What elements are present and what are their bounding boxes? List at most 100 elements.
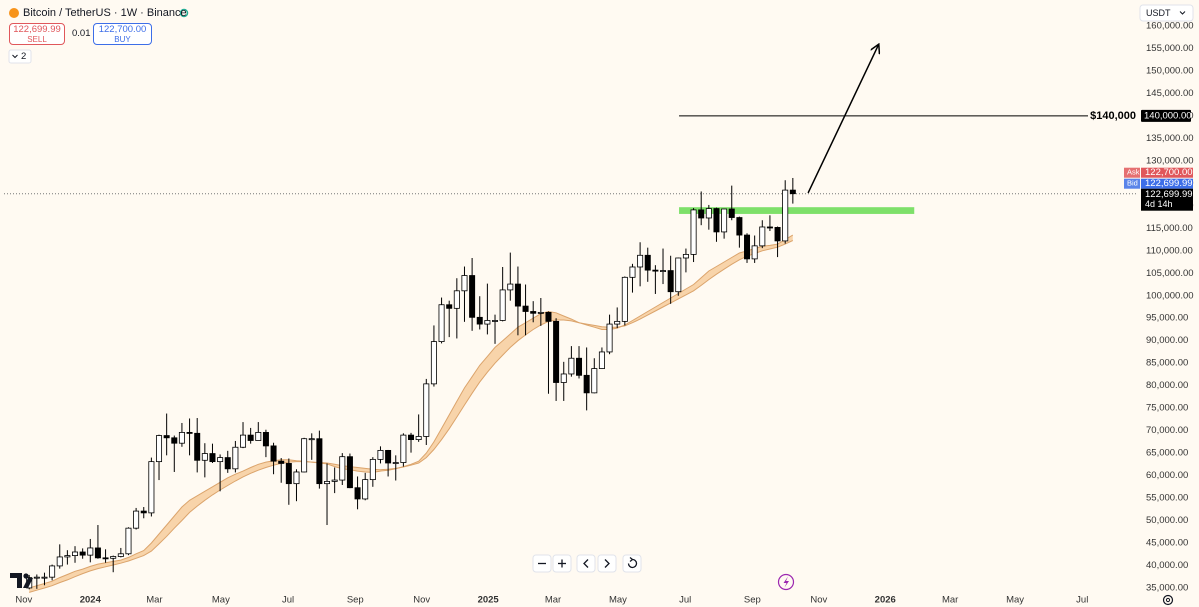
candle-body bbox=[629, 266, 636, 278]
candle-body bbox=[782, 189, 789, 242]
candle-body bbox=[598, 351, 605, 369]
settings-icon[interactable] bbox=[1162, 594, 1174, 606]
buy-price: 122,700.00 bbox=[98, 24, 147, 35]
y-tick-label: 65,000.00 bbox=[1146, 448, 1188, 459]
scroll-left-button[interactable] bbox=[576, 554, 596, 573]
candle-body bbox=[728, 208, 735, 218]
candle-body bbox=[415, 436, 422, 441]
candle-body bbox=[209, 453, 216, 463]
candle-body bbox=[423, 383, 430, 437]
candle-body bbox=[591, 368, 598, 394]
sell-button[interactable]: 122,699.99 SELL bbox=[9, 23, 65, 45]
candle-body bbox=[247, 434, 254, 441]
zoom-out-button[interactable] bbox=[532, 554, 552, 573]
candle-body bbox=[125, 527, 132, 555]
candle-body bbox=[461, 275, 468, 292]
sell-label: SELL bbox=[27, 35, 47, 44]
candle-body bbox=[316, 438, 323, 485]
candle-body bbox=[64, 555, 71, 558]
x-tick-label: Jul bbox=[679, 595, 691, 606]
candle-body bbox=[346, 456, 353, 489]
ma-ribbon-fill bbox=[29, 235, 793, 593]
x-tick-label: Jul bbox=[282, 595, 294, 606]
x-tick-label: Sep bbox=[347, 595, 364, 606]
buy-button[interactable]: 122,700.00 BUY bbox=[93, 23, 152, 45]
candle-body bbox=[41, 576, 48, 579]
x-tick-label: Mar bbox=[545, 595, 561, 606]
y-tick-label: 160,000.00 bbox=[1146, 21, 1194, 32]
candle-body bbox=[583, 374, 590, 394]
replay-icon[interactable] bbox=[777, 573, 795, 591]
indicator-count: 2 bbox=[21, 51, 27, 62]
candle-body bbox=[79, 551, 86, 556]
candle-body bbox=[408, 434, 415, 441]
candle-body bbox=[392, 462, 399, 464]
currency-selector[interactable] bbox=[1139, 4, 1194, 22]
candle-body bbox=[660, 270, 667, 272]
candle-body bbox=[293, 471, 300, 485]
candle-body bbox=[499, 289, 506, 321]
candle-body bbox=[774, 227, 781, 242]
candle-body bbox=[690, 209, 697, 255]
candle-body bbox=[369, 458, 376, 481]
y-tick-label: 100,000.00 bbox=[1146, 290, 1194, 301]
candle-body bbox=[576, 357, 583, 376]
level-axis-label: 140,000.00 bbox=[1144, 110, 1192, 121]
y-tick-label: 145,000.00 bbox=[1146, 88, 1194, 99]
candle-body bbox=[148, 461, 155, 514]
x-tick-label: Nov bbox=[413, 595, 430, 606]
tradingview-logo bbox=[10, 573, 33, 588]
y-tick-label: 115,000.00 bbox=[1146, 223, 1193, 234]
candle-body bbox=[140, 510, 147, 514]
x-tick-label: Sep bbox=[744, 595, 761, 606]
y-tick-label: 80,000.00 bbox=[1146, 380, 1188, 391]
price-tag bbox=[1141, 188, 1193, 211]
zoom-in-button[interactable] bbox=[552, 554, 572, 573]
candle-body bbox=[644, 254, 651, 271]
candle-body bbox=[766, 226, 773, 229]
reset-button[interactable] bbox=[622, 554, 642, 573]
scroll-right-button[interactable] bbox=[597, 554, 617, 573]
candle-body bbox=[537, 311, 544, 314]
candle-body bbox=[759, 226, 766, 247]
candle-body bbox=[194, 432, 201, 461]
candle-body bbox=[721, 208, 728, 233]
y-tick-label: 60,000.00 bbox=[1146, 470, 1188, 481]
x-tick-label: 2024 bbox=[80, 595, 102, 606]
bid-price-tag bbox=[1141, 178, 1193, 189]
candle-body bbox=[667, 270, 674, 293]
candle-body bbox=[72, 551, 79, 556]
candle-body bbox=[331, 479, 338, 482]
indicator-toggle[interactable] bbox=[8, 49, 32, 64]
support-zone bbox=[679, 207, 915, 214]
candle-body bbox=[308, 438, 315, 441]
bid-name-tag bbox=[1124, 178, 1140, 189]
candle-body bbox=[262, 432, 269, 447]
level-axis-tag bbox=[1141, 109, 1191, 122]
candle-body bbox=[568, 357, 575, 375]
y-tick-label: 45,000.00 bbox=[1146, 538, 1188, 549]
candle-body bbox=[217, 457, 224, 463]
x-tick-label: May bbox=[609, 595, 627, 606]
nav-buttons bbox=[532, 554, 642, 573]
y-tick-label: 85,000.00 bbox=[1146, 358, 1188, 369]
candle-body bbox=[492, 320, 499, 322]
candle-body bbox=[178, 432, 185, 444]
candle-body bbox=[171, 437, 178, 444]
y-tick-label: 55,000.00 bbox=[1146, 493, 1188, 504]
candle-body bbox=[621, 276, 628, 322]
spread: 0.01 bbox=[72, 28, 91, 39]
candle-body bbox=[110, 556, 117, 559]
candle-body bbox=[232, 446, 239, 470]
candle-body bbox=[530, 311, 537, 314]
ask-name-tag bbox=[1124, 167, 1140, 178]
candle-body bbox=[545, 311, 552, 322]
candle-body bbox=[87, 547, 94, 556]
x-tick-label: Nov bbox=[15, 595, 32, 606]
candle-body bbox=[102, 557, 109, 560]
candle-body bbox=[49, 565, 56, 578]
candle-body bbox=[453, 290, 460, 309]
target-level-label: $140,000 bbox=[1090, 110, 1136, 122]
y-tick-label: 150,000.00 bbox=[1146, 65, 1194, 76]
candle-body bbox=[675, 257, 682, 293]
